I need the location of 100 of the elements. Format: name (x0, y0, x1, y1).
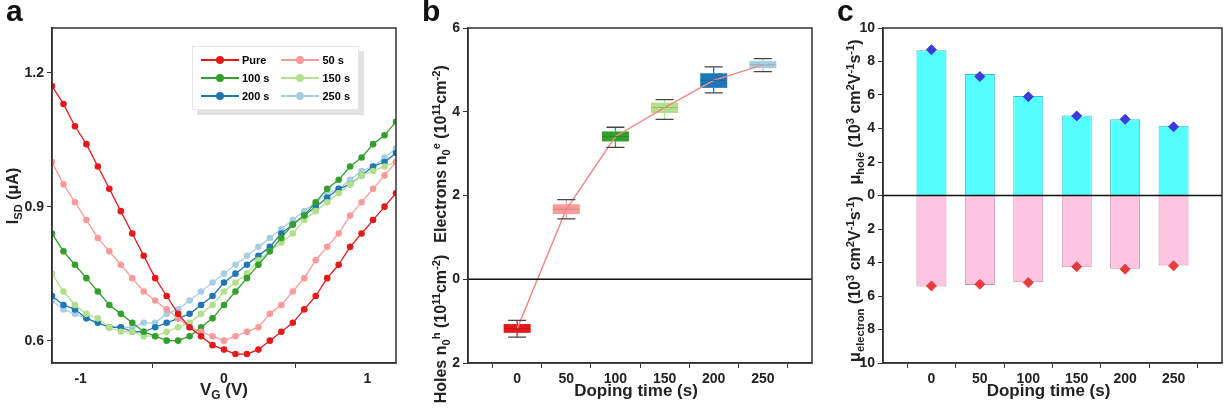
legend-label: 100 s (241, 72, 270, 84)
point (1022, 277, 1034, 289)
point (220, 288, 228, 295)
point (106, 301, 113, 309)
point (197, 288, 205, 295)
x-tick-label: 200 (702, 370, 726, 387)
point (197, 301, 205, 309)
x-tick-label: 1 (363, 370, 372, 387)
point (369, 185, 377, 193)
point (243, 274, 251, 282)
x-tick-label: 150 (1065, 370, 1089, 387)
point (925, 280, 937, 292)
chart-title: c (837, 0, 854, 28)
point (220, 270, 228, 277)
point (323, 274, 331, 282)
point (255, 323, 262, 331)
point (128, 274, 136, 282)
point (220, 279, 228, 286)
chart-title: a (6, 0, 23, 28)
point (232, 332, 239, 340)
point (71, 301, 79, 309)
point (381, 131, 388, 139)
point (209, 315, 216, 322)
point (358, 198, 365, 206)
point (312, 256, 320, 264)
point (186, 297, 193, 304)
point (232, 270, 239, 277)
x-tick-label: 150 (652, 370, 677, 387)
point (335, 230, 342, 237)
y-tick-label: 10 (859, 18, 876, 35)
chart-title: b (422, 0, 441, 28)
x-tick-label: 50 (972, 370, 988, 387)
point (335, 176, 342, 184)
x-tick-label: 250 (751, 370, 775, 387)
point (369, 216, 377, 224)
point (140, 252, 148, 260)
point (71, 261, 79, 269)
point (232, 261, 239, 269)
point (151, 297, 159, 304)
point (358, 230, 365, 237)
point (1119, 263, 1131, 275)
x-tick-label: 0 (927, 370, 936, 387)
point (358, 154, 365, 161)
point (197, 332, 205, 340)
point (232, 279, 239, 286)
point (974, 71, 986, 83)
point (60, 288, 67, 295)
point (140, 319, 148, 327)
y-tick-label: 2 (452, 186, 461, 203)
point (312, 292, 320, 300)
point (117, 310, 125, 318)
point (209, 301, 216, 309)
point (209, 341, 216, 349)
point (255, 346, 262, 353)
y-tick-label: 2 (867, 219, 876, 236)
y-tick-label: 0.6 (24, 331, 45, 348)
point (278, 301, 285, 309)
point (300, 274, 308, 282)
point (289, 230, 297, 237)
x-tick-label: 50 (558, 370, 575, 387)
point (289, 319, 297, 327)
point (163, 337, 170, 344)
point (266, 337, 274, 344)
point (220, 337, 228, 344)
point (174, 323, 182, 331)
point (209, 332, 216, 340)
point (186, 310, 193, 318)
point (106, 248, 113, 255)
point (1022, 91, 1034, 103)
point (232, 350, 239, 358)
point (220, 301, 228, 309)
point (174, 337, 182, 344)
y-tick-label: 8 (867, 320, 876, 337)
y-tick-label: 1.2 (24, 63, 45, 80)
point (128, 230, 136, 237)
point (117, 328, 125, 336)
point (163, 292, 170, 300)
x-tick-label: 0 (513, 370, 522, 387)
point (369, 167, 377, 175)
point (255, 243, 262, 251)
point (163, 328, 170, 336)
point (60, 301, 67, 309)
point (335, 261, 342, 269)
point (151, 274, 159, 282)
point (266, 234, 274, 242)
point (140, 288, 148, 295)
point (60, 181, 67, 188)
y-tick-label: 4 (867, 119, 876, 136)
y-tick-label: 6 (867, 85, 876, 102)
y-tick-label: 4 (867, 253, 876, 270)
point (232, 288, 239, 295)
point (266, 310, 274, 318)
point (278, 234, 285, 242)
point (278, 328, 285, 336)
point (255, 261, 262, 269)
point (346, 243, 354, 251)
point (323, 185, 331, 193)
point (243, 328, 251, 336)
point (381, 172, 388, 179)
x-tick-label: 200 (1113, 370, 1138, 387)
